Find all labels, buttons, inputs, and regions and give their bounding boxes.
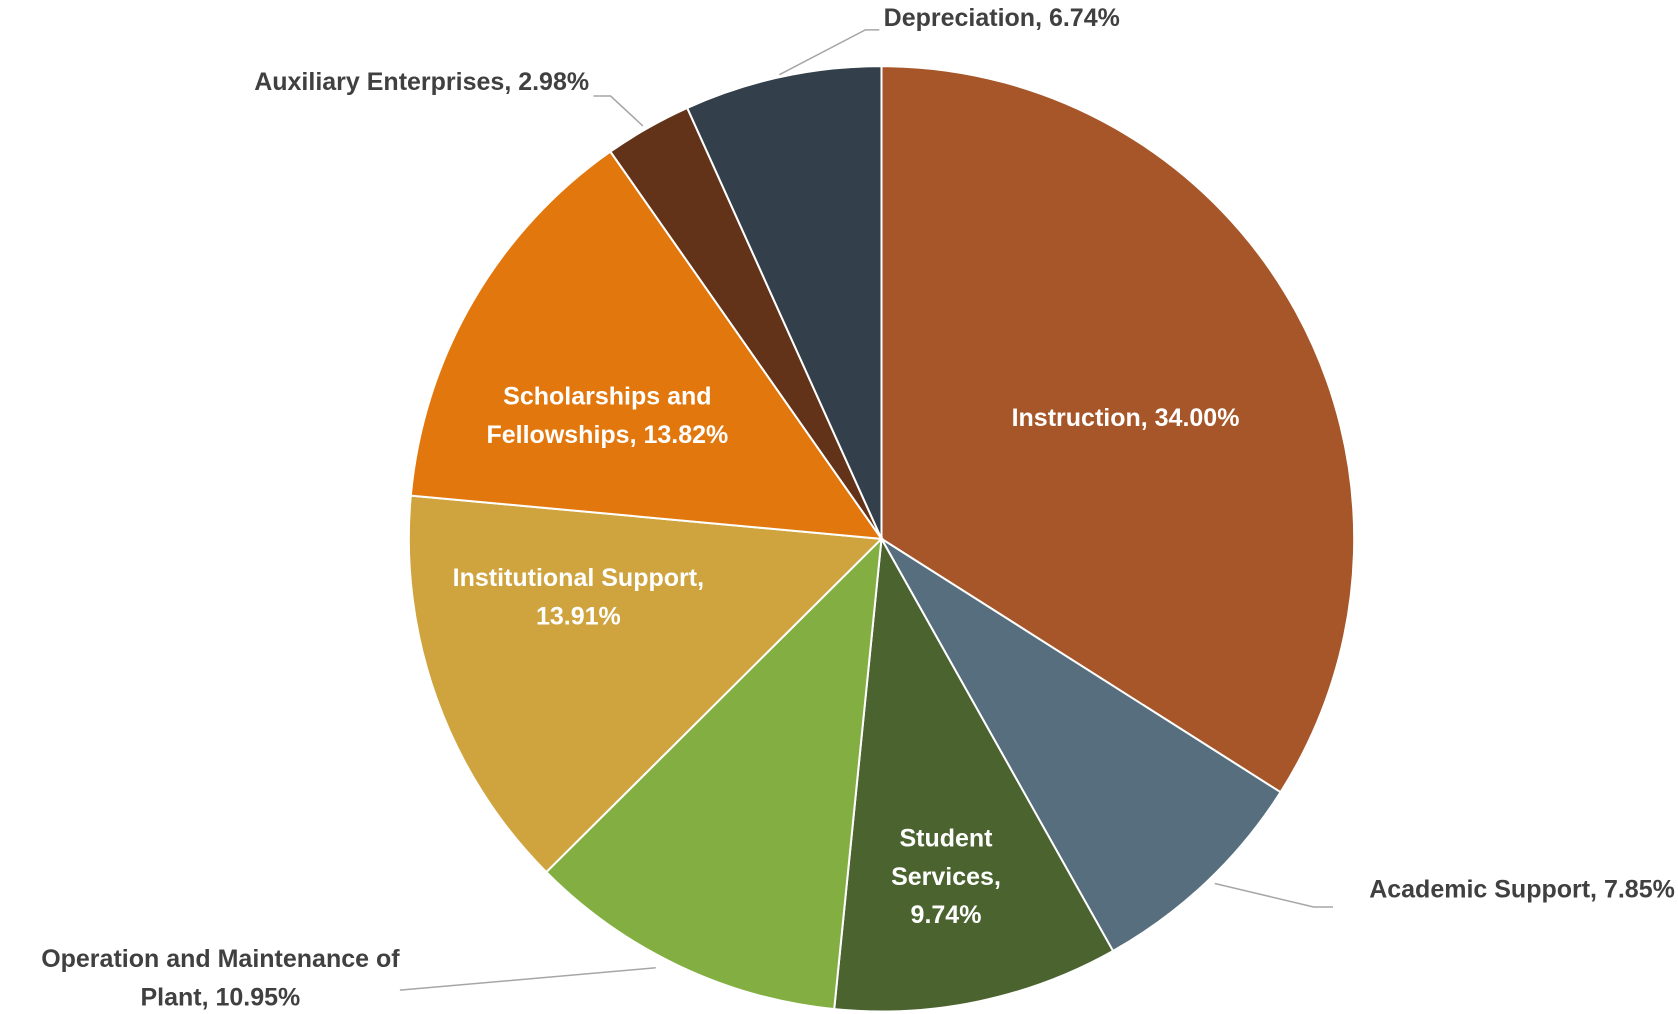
data-label: Depreciation, 6.74% [884, 4, 1120, 32]
data-label: Operation and Maintenance of [41, 945, 400, 973]
data-label: Fellowships, 13.82% [486, 421, 728, 449]
data-label: Instruction, 34.00% [1012, 404, 1240, 432]
data-label: Plant, 10.95% [140, 983, 300, 1011]
pie-slice [833, 535, 1115, 1013]
data-label: Services, [891, 863, 1001, 891]
pie-slice [544, 536, 883, 1011]
data-label: Student [899, 824, 993, 852]
pie-slice [880, 537, 1282, 953]
leader-line [399, 967, 656, 991]
leader-line [1214, 882, 1333, 908]
leader-line [779, 29, 880, 76]
pie-slice [407, 494, 884, 874]
data-label: 9.74% [911, 901, 982, 929]
leader-line [593, 95, 644, 127]
data-label: Academic Support, 7.85% [1369, 876, 1675, 904]
pie-slice [409, 150, 884, 541]
pie-slice [685, 65, 883, 540]
data-label: Auxiliary Enterprises, 2.98% [254, 68, 589, 96]
data-label: Scholarships and [503, 383, 711, 411]
pie-slice [880, 65, 1356, 794]
data-label: 13.91% [536, 602, 621, 630]
data-label: Institutional Support, [453, 564, 704, 592]
